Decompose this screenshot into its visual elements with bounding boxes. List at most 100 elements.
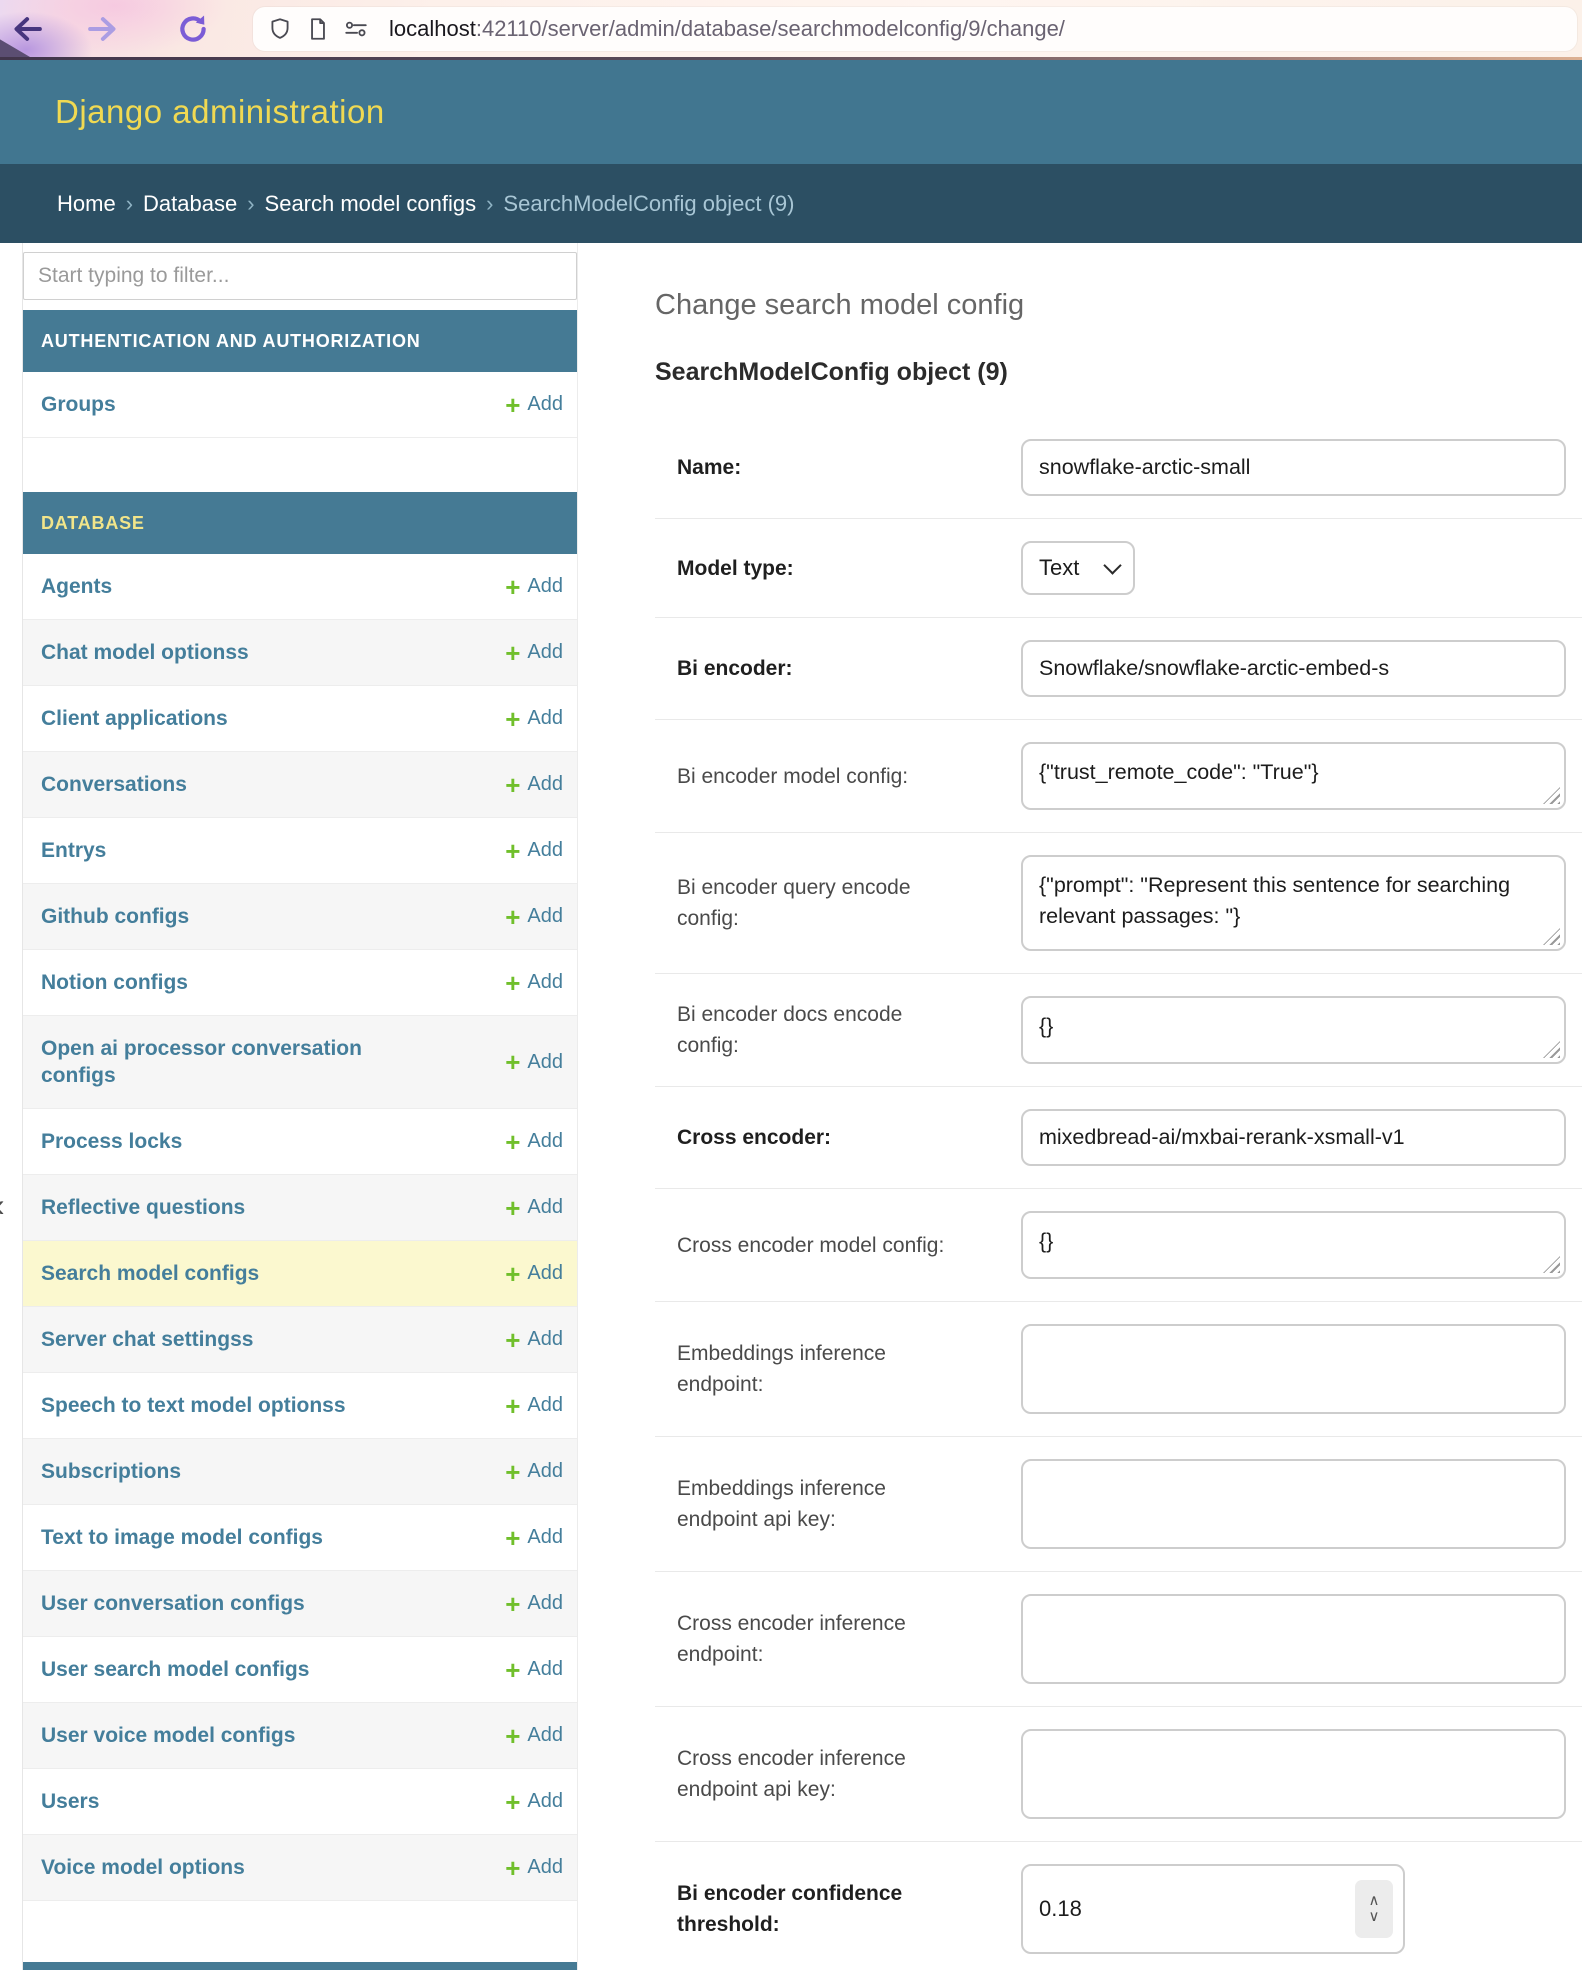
resize-grip-icon[interactable] (1543, 1041, 1560, 1058)
sidebar-item-users[interactable]: Users (41, 1790, 100, 1813)
field-label-embeddings-inference-endpoint: Embeddings inference endpoint: (677, 1342, 886, 1396)
sidebar-item-user-voice-model-configs[interactable]: User voice model configs (41, 1724, 296, 1747)
sidebar-filter-input[interactable] (23, 252, 577, 300)
textarea-value: {} (1039, 1014, 1054, 1038)
cross-encoder-input[interactable]: mixedbread-ai/mxbai-rerank-xsmall-v1 (1021, 1109, 1566, 1166)
sidebar-item-user-search-model-configs[interactable]: User search model configs (41, 1658, 310, 1681)
stepper-down-button[interactable]: ∨ (1368, 1908, 1380, 1925)
breadcrumb-search-model-configs[interactable]: Search model configs (264, 190, 477, 216)
add-text-to-image-model-configs-button[interactable]: + Add (505, 1522, 563, 1553)
field-label-model-type: Model type: (677, 556, 794, 580)
sidebar-item-github-configs[interactable]: Github configs (41, 905, 190, 928)
section-title-database[interactable]: DATABASE (23, 492, 577, 554)
model-type-select[interactable]: Text (1021, 541, 1135, 595)
resize-grip-icon[interactable] (1543, 787, 1560, 804)
add-user-voice-model-configs-button[interactable]: + Add (505, 1720, 563, 1751)
breadcrumb-database[interactable]: Database (143, 190, 238, 216)
sidebar-item-open-ai-processor-conversation-configs[interactable]: Open ai processor conversation configs (41, 1037, 362, 1087)
page-icon[interactable] (305, 16, 331, 42)
forward-icon[interactable] (88, 12, 122, 46)
sidebar-item-conversations[interactable]: Conversations (41, 773, 187, 796)
add-label: Add (527, 1050, 563, 1073)
add-user-search-model-configs-button[interactable]: + Add (505, 1657, 563, 1683)
add-speech-to-text-model-optionss-button[interactable]: + Add (505, 1393, 563, 1419)
add-conversations-button[interactable]: + Add (505, 769, 563, 800)
sidebar-item-server-chat-settingss[interactable]: Server chat settingss (41, 1328, 254, 1351)
sidebar-item-entrys[interactable]: Entrys (41, 839, 107, 862)
permissions-icon[interactable] (343, 16, 369, 42)
add-github-configs-button[interactable]: + Add (505, 904, 563, 930)
sidebar-item-text-to-image-model-configs[interactable]: Text to image model configs (41, 1526, 323, 1549)
sidebar-item-process-locks[interactable]: Process locks (41, 1130, 183, 1153)
breadcrumb-home[interactable]: Home (57, 190, 116, 216)
field-label-cross-encoder-inference-endpoint: Cross encoder inference endpoint: (677, 1612, 906, 1666)
plus-icon: + (505, 637, 521, 668)
bi-encoder-model-config-textarea[interactable]: {"trust_remote_code": "True"} (1021, 742, 1566, 810)
field-label-cross-encoder-model-config: Cross encoder model config: (677, 1233, 945, 1257)
bi-encoder-confidence-threshold-input[interactable]: 0.18 ∧ ∨ (1021, 1864, 1405, 1954)
sidebar-item-client-applications[interactable]: Client applications (41, 707, 228, 730)
sidebar-item-groups[interactable]: Groups (41, 393, 116, 416)
name-input[interactable]: snowflake-arctic-small (1021, 439, 1566, 496)
embeddings-inference-endpoint-input[interactable] (1021, 1324, 1566, 1414)
add-voice-model-options-button[interactable]: + Add (505, 1855, 563, 1881)
field-row-embeddings-inference-endpoint: Embeddings inference endpoint: (655, 1302, 1582, 1437)
stepper-up-button[interactable]: ∧ (1368, 1892, 1380, 1909)
add-user-conversation-configs-button[interactable]: + Add (505, 1591, 563, 1617)
bi-encoder-input[interactable]: Snowflake/snowflake-arctic-embed-s (1021, 640, 1566, 697)
nav-sidebar: AUTHENTICATION AND AUTHORIZATIONGroups+A… (23, 243, 578, 1970)
section-title-authentication-and-authorization[interactable]: AUTHENTICATION AND AUTHORIZATION (23, 310, 577, 372)
add-server-chat-settingss-button[interactable]: + Add (505, 1327, 563, 1353)
url-text[interactable]: localhost:42110/server/admin/database/se… (389, 16, 1065, 42)
resize-grip-icon[interactable] (1543, 928, 1560, 945)
add-label: Add (527, 1658, 563, 1680)
add-users-button[interactable]: + Add (505, 1786, 563, 1817)
plus-icon: + (505, 1786, 521, 1817)
plus-icon: + (505, 1720, 521, 1751)
sidebar-item-agents[interactable]: Agents (41, 575, 113, 598)
site-title[interactable]: Django administration (55, 93, 385, 130)
sidebar-item-subscriptions[interactable]: Subscriptions (41, 1460, 182, 1483)
sidebar-row-groups: Groups + Add (23, 372, 577, 438)
add-client-applications-button[interactable]: + Add (505, 706, 563, 732)
add-notion-configs-button[interactable]: + Add (505, 970, 563, 996)
add-open-ai-processor-conversation-configs-button[interactable]: + Add (505, 1049, 563, 1075)
sidebar-item-speech-to-text-model-optionss[interactable]: Speech to text model optionss (41, 1394, 346, 1417)
shield-icon[interactable] (267, 16, 293, 42)
collapse-sidebar-icon[interactable]: ‹ (0, 1187, 5, 1224)
plus-icon: + (505, 769, 521, 800)
embeddings-inference-endpoint-api-key-input[interactable] (1021, 1459, 1566, 1549)
field-label-embeddings-inference-endpoint-api-key: Embeddings inference endpoint api key: (677, 1477, 886, 1531)
add-entrys-button[interactable]: + Add (505, 835, 563, 866)
plus-icon: + (505, 835, 521, 866)
cross-encoder-model-config-textarea[interactable]: {} (1021, 1211, 1566, 1279)
add-subscriptions-button[interactable]: + Add (505, 1459, 563, 1485)
add-chat-model-optionss-button[interactable]: + Add (505, 637, 563, 668)
resize-grip-icon[interactable] (1543, 1256, 1560, 1273)
cross-encoder-inference-endpoint-input[interactable] (1021, 1594, 1566, 1684)
sidebar-sections: AUTHENTICATION AND AUTHORIZATION Groups + A… (23, 310, 577, 1901)
sidebar-item-search-model-configs[interactable]: Search model configs (41, 1262, 260, 1285)
sidebar-item-chat-model-optionss[interactable]: Chat model optionss (41, 641, 249, 664)
add-reflective-questions-button[interactable]: + Add (505, 1195, 563, 1221)
refresh-icon[interactable] (176, 12, 210, 46)
plus-icon: + (505, 1258, 521, 1289)
sidebar-item-reflective-questions[interactable]: Reflective questions (41, 1196, 246, 1219)
breadcrumb-separator: › (247, 190, 255, 216)
add-groups-button[interactable]: + Add (505, 392, 563, 418)
sidebar-item-user-conversation-configs[interactable]: User conversation configs (41, 1592, 305, 1615)
back-icon[interactable] (8, 12, 42, 46)
cross-encoder-inference-endpoint-api-key-input[interactable] (1021, 1729, 1566, 1819)
field-control-bi-encoder-confidence-threshold: 0.18 ∧ ∨ (1021, 1864, 1582, 1954)
bi-encoder-query-encode-config-textarea[interactable]: {"prompt": "Represent this sentence for … (1021, 855, 1566, 951)
url-bar[interactable]: localhost:42110/server/admin/database/se… (253, 7, 1577, 51)
add-agents-button[interactable]: + Add (505, 574, 563, 600)
field-row-cross-encoder-model-config: Cross encoder model config: {} (655, 1189, 1582, 1302)
bi-encoder-docs-encode-config-textarea[interactable]: {} (1021, 996, 1566, 1064)
field-control-bi-encoder-docs-encode-config: {} (1021, 996, 1582, 1064)
sidebar-item-voice-model-options[interactable]: Voice model options (41, 1856, 245, 1879)
plus-icon: + (505, 1522, 521, 1553)
add-search-model-configs-button[interactable]: + Add (505, 1258, 563, 1289)
sidebar-item-notion-configs[interactable]: Notion configs (41, 971, 188, 994)
add-process-locks-button[interactable]: + Add (505, 1129, 563, 1155)
